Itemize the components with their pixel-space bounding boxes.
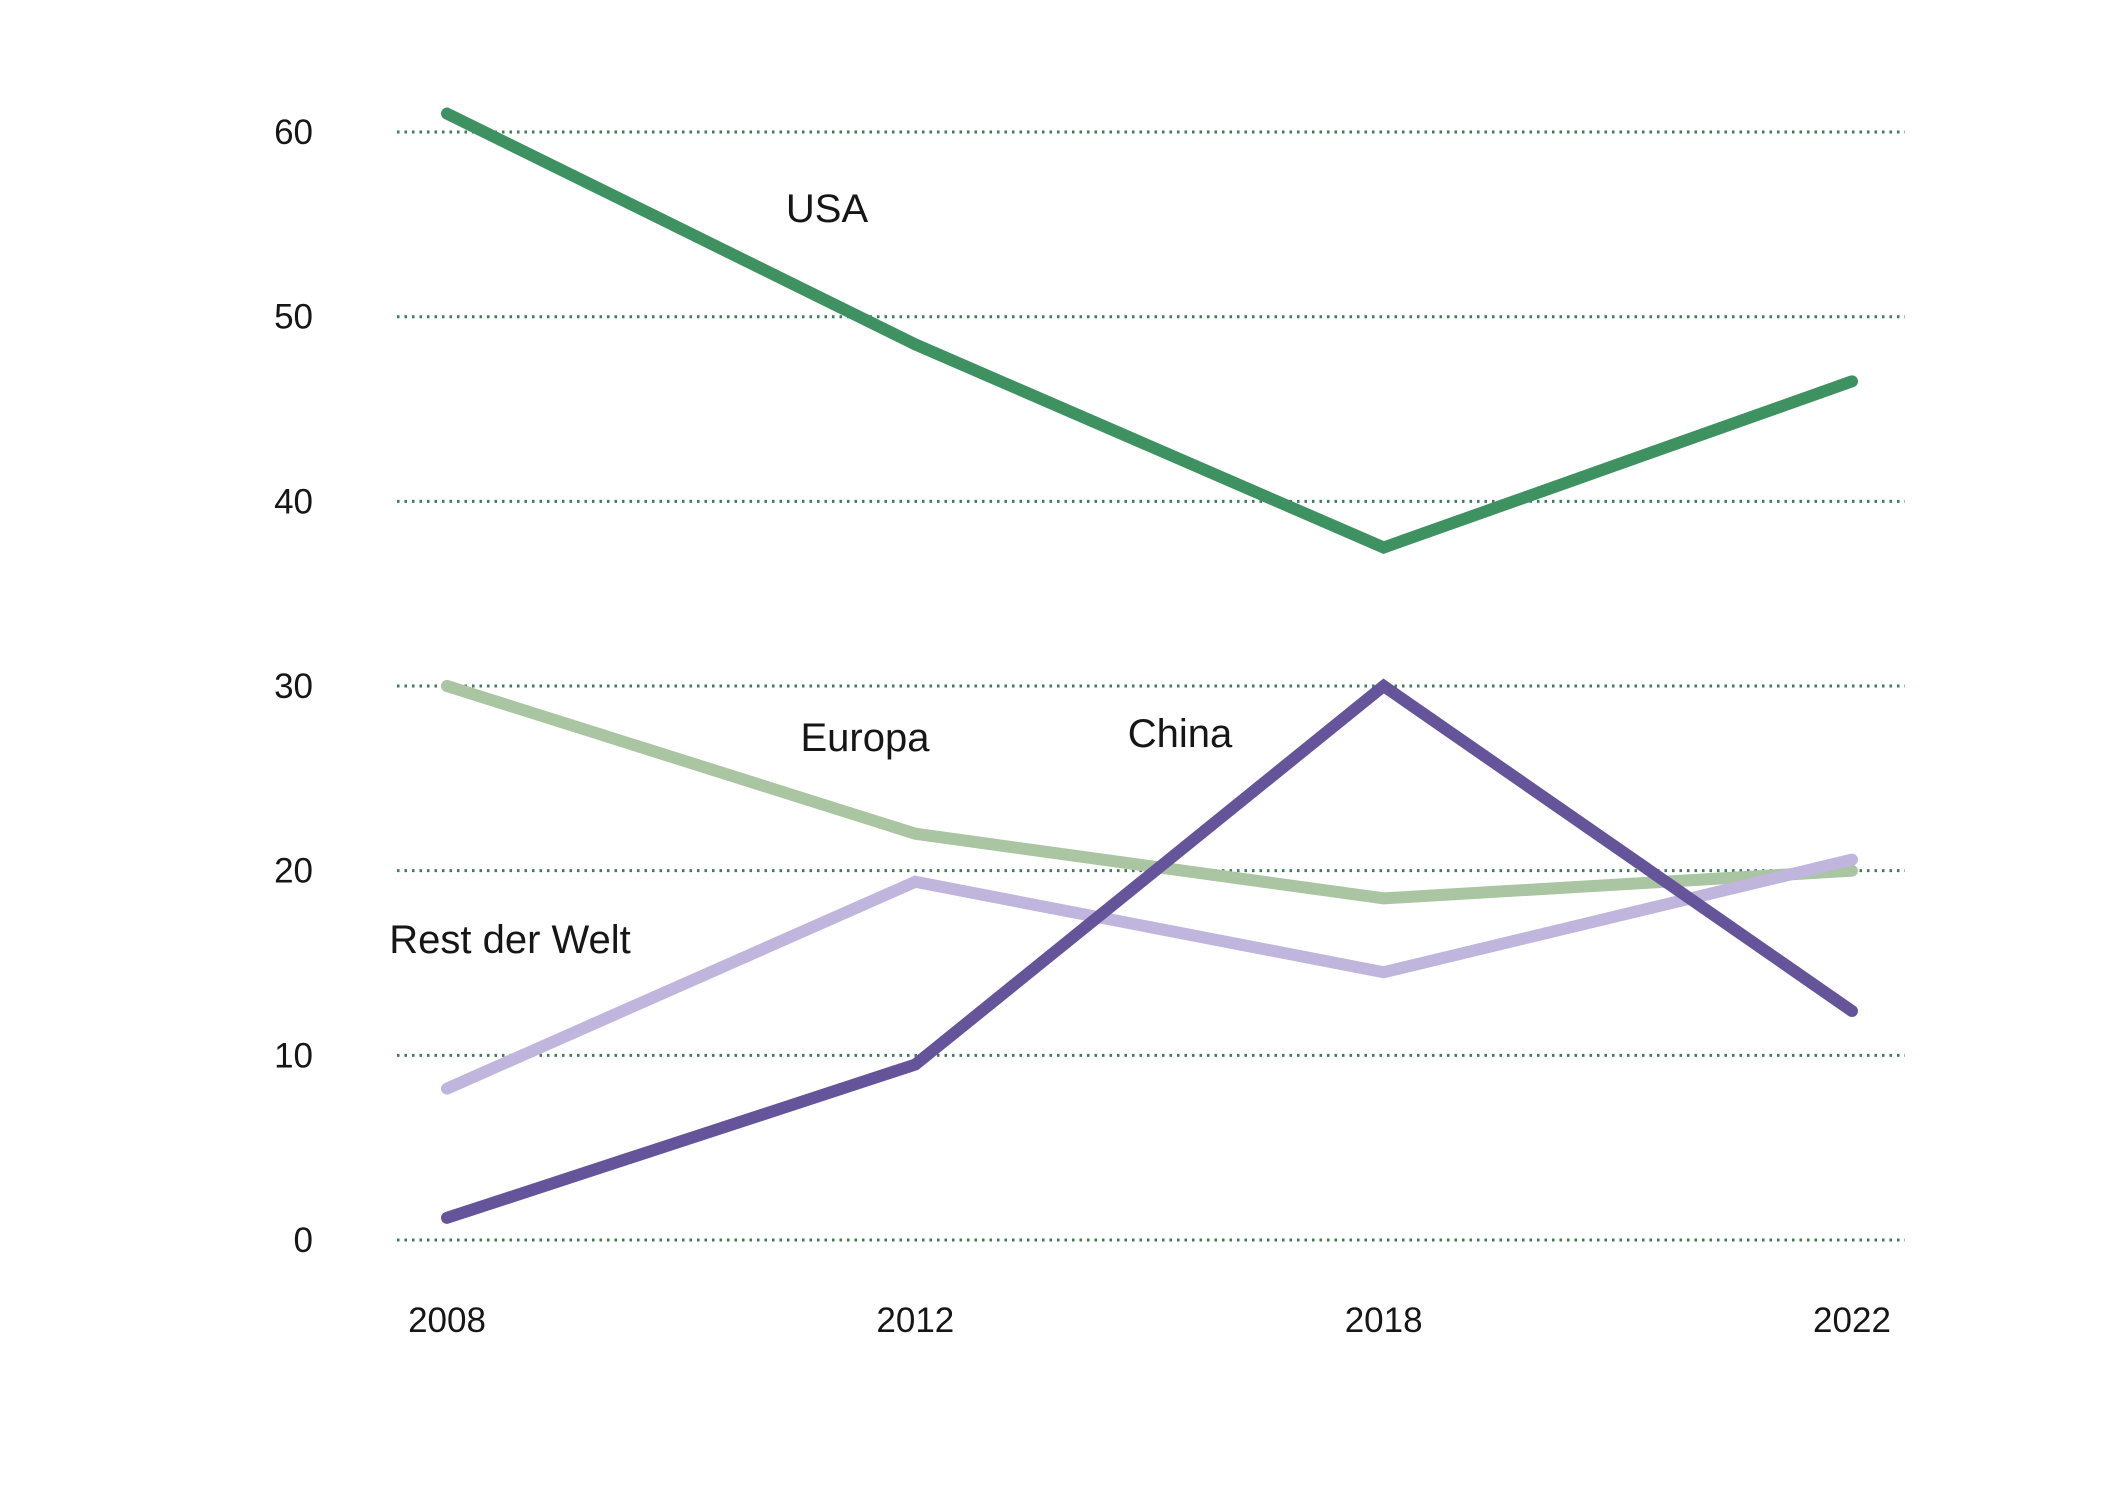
y-tick-label: 0: [294, 1221, 313, 1260]
series-label-europa: Europa: [801, 716, 931, 760]
x-tick-label: 2008: [408, 1301, 486, 1340]
series-label-usa: USA: [786, 187, 869, 231]
series-line-china: [441, 678, 1858, 1224]
y-tick-label: 10: [274, 1036, 313, 1075]
y-tick-label: 60: [274, 113, 313, 152]
y-tick-label: 50: [274, 298, 313, 337]
x-tick-label: 2018: [1345, 1301, 1423, 1340]
series-label-china: China: [1128, 712, 1233, 756]
x-tick-label: 2022: [1813, 1301, 1891, 1340]
series-label-rest-der-welt: Rest der Welt: [389, 918, 631, 962]
y-tick-label: 30: [274, 667, 313, 706]
series-line-europa: [441, 680, 1858, 905]
y-tick-label: 20: [274, 852, 313, 891]
series-line-usa: [441, 107, 1858, 554]
series-line-rest-der-welt: [441, 853, 1858, 1095]
y-tick-label: 40: [274, 482, 313, 521]
x-tick-label: 2012: [876, 1301, 954, 1340]
